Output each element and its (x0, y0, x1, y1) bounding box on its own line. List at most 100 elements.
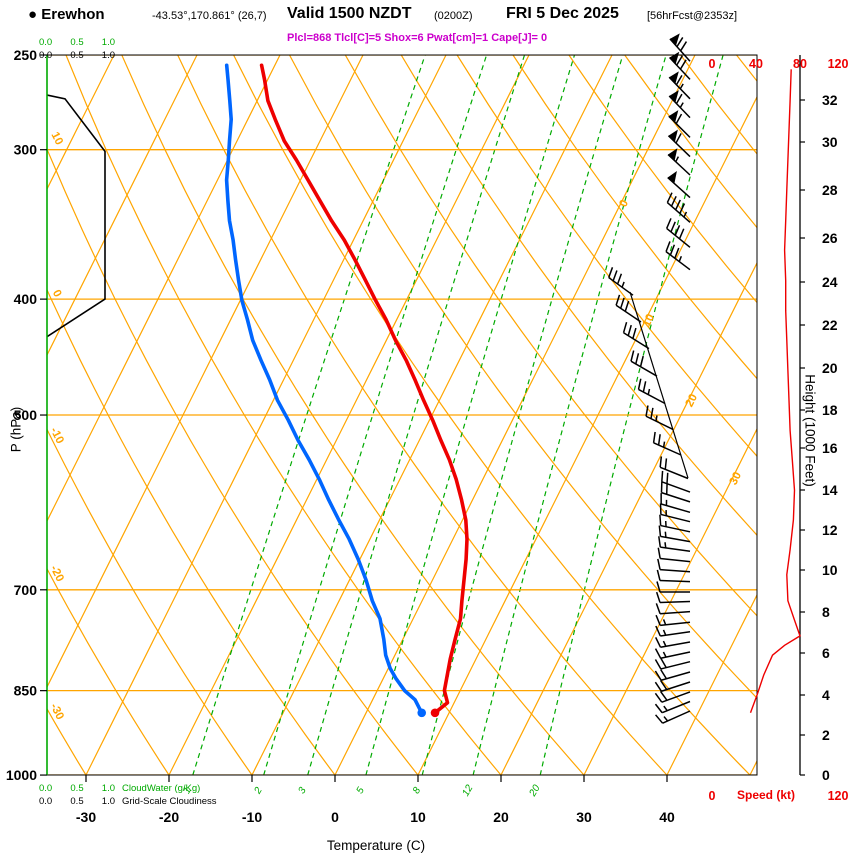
wind-barb (658, 525, 691, 543)
adiabat-label: -10 (48, 426, 66, 446)
wind-barb (665, 241, 691, 271)
cloudiness-tick: 0.0 (39, 796, 53, 807)
height-tick-label: 22 (822, 317, 838, 333)
pressure-tick-label: 500 (14, 407, 38, 423)
wind-barb (655, 614, 691, 627)
wind-barb (658, 536, 691, 553)
wind-barb (667, 171, 691, 199)
wind-barb (655, 625, 691, 637)
height-tick-label: 10 (822, 562, 838, 578)
wind-barb (645, 405, 674, 431)
plot-area (47, 55, 757, 775)
wind-barb (656, 581, 690, 593)
mixing-ratio-label: 1 (182, 786, 194, 796)
speed-tick-label-top: 120 (828, 57, 849, 71)
speed-tick-label-bottom: 0 (709, 789, 716, 803)
cloudwater-tick: 1.0 (101, 37, 115, 48)
cloudwater-tick: 0.5 (70, 37, 84, 48)
wind-barb (668, 90, 691, 119)
temperature-tick-label: 40 (659, 809, 675, 825)
wind-barb (608, 267, 634, 296)
wind-barb (659, 503, 691, 523)
valid-time: Valid 1500 NZDT (287, 5, 412, 22)
wind-barb (655, 591, 691, 604)
height-tick-label: 2 (822, 727, 830, 743)
sounding-parameters: Plcl=868 Tlcl[C]=5 Shox=6 Pwat[cm]=1 Cap… (287, 32, 548, 44)
dry-adiabats (47, 55, 757, 775)
wind-barb (660, 481, 691, 503)
temperature-tick-label: 0 (331, 809, 339, 825)
cloudwater-scale-bottom: 0.0 0.5 1.0 (39, 783, 115, 794)
pressure-tick-label: 850 (14, 683, 38, 699)
dewpoint-curve (224, 63, 424, 715)
wind-barb (637, 378, 666, 405)
temperature-axis-title: Temperature (C) (326, 838, 426, 853)
temperature-tick-label: 10 (410, 809, 426, 825)
wind-barb (668, 110, 691, 138)
temperature-axis: -30 -20 -10 0 10 20 30 40 (76, 775, 675, 825)
wind-barb (654, 657, 691, 670)
adiabat-label: 0 (50, 288, 64, 299)
height-tick-label: 30 (822, 134, 838, 150)
speed-tick-label-bottom: 120 (828, 789, 849, 803)
wind-barb (655, 603, 691, 615)
temperature-tick-label: -20 (159, 809, 179, 825)
adiabat-label: -30 (48, 702, 66, 722)
wind-barb (668, 71, 691, 100)
adiabat-label: 10 (48, 130, 65, 147)
forecast-info: [56hrFcst@2353z] (647, 10, 738, 22)
cloudwater-label: CloudWater (g/Kg) (122, 783, 201, 794)
pressure-axis-title: P (hPa) (8, 406, 24, 453)
height-tick-label: 6 (822, 645, 830, 661)
isotherm-labels: 0 10 20 30 (618, 198, 745, 487)
valid-time-utc: (0200Z) (434, 10, 473, 22)
speed-axis-title: Speed (kt) (737, 788, 796, 802)
mixing-ratio-lines (192, 55, 724, 775)
wind-barb (652, 431, 682, 456)
cloudiness-tick: 1.0 (101, 50, 115, 61)
temperature-surface-dot (430, 708, 440, 718)
cloudiness-tick: 0.5 (70, 50, 84, 61)
wind-barb (622, 322, 650, 350)
isotherm-label: 10 (641, 312, 658, 329)
mixing-ratio-label: 12 (460, 783, 475, 799)
height-tick-label: 24 (822, 274, 838, 290)
station-coords: -43.53°,170.861° (26,7) (152, 10, 267, 22)
mixing-ratio-label: 20 (527, 783, 543, 799)
wind-barb (667, 129, 691, 158)
temperature-tick-label: 30 (576, 809, 592, 825)
isotherm-label: 20 (684, 392, 701, 409)
pressure-tick-label: 400 (14, 291, 38, 307)
height-tick-label: 14 (822, 482, 838, 498)
cloudwater-scale-top: 0.0 0.5 1.0 (39, 37, 115, 48)
wind-barb (654, 669, 691, 681)
barb-base-line (629, 291, 689, 479)
cloudiness-tick: 1.0 (101, 796, 115, 807)
wind-barb (668, 51, 691, 80)
wind-barb (659, 456, 689, 480)
wind-barb (654, 648, 691, 659)
mixing-ratio-label: 8 (411, 785, 424, 796)
height-tick-label: 18 (822, 402, 838, 418)
mixing-ratio-label: 2 (252, 785, 265, 797)
wind-barb (669, 33, 691, 62)
height-axis-title: Height (1000 Feet) (802, 374, 818, 487)
wind-barb (655, 710, 691, 724)
dewpoint-surface-dot (417, 708, 427, 718)
height-tick-label: 16 (822, 440, 838, 456)
speed-tick-label-top: 40 (749, 57, 763, 71)
pressure-tick-label: 1000 (6, 767, 37, 783)
wind-barbs (608, 33, 691, 724)
cloudiness-tick: 0.0 (39, 50, 53, 61)
cloudiness-label: Grid-Scale Cloudiness (122, 796, 217, 807)
wind-barb (615, 294, 642, 323)
wind-barb (654, 690, 691, 703)
height-tick-label: 12 (822, 522, 838, 538)
isobars (47, 55, 757, 775)
mixing-ratio-labels: 1 2 3 5 8 12 20 (182, 783, 543, 799)
speed-tick-label-top: 0 (709, 57, 716, 71)
isotherms (47, 55, 757, 775)
temperature-tick-label: -10 (242, 809, 262, 825)
height-tick-label: 26 (822, 230, 838, 246)
